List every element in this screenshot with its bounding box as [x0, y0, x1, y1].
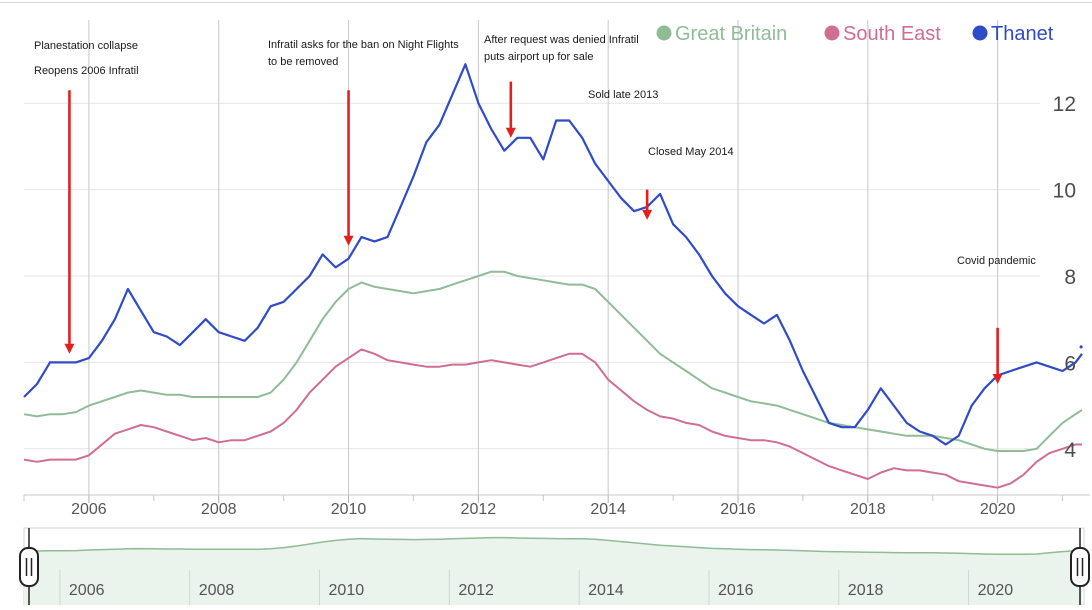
navigator-left-handle[interactable]	[19, 528, 39, 605]
series-line-south-east	[23, 348, 1082, 489]
y-tick-label: 12	[1053, 93, 1076, 116]
annotation-text: Closed May 2014	[648, 146, 734, 158]
annotation-text: to be removed	[268, 56, 338, 68]
x-tick-label: 2008	[201, 501, 237, 518]
navigator-handle-grip	[1070, 547, 1090, 587]
annotation-text: Covid pandemic	[957, 255, 1036, 267]
navigator-tick-label: 2006	[69, 582, 105, 599]
navigator-tick-label: 2012	[458, 582, 494, 599]
y-tick-label: 8	[1064, 266, 1076, 289]
annotation-arrow-head	[64, 343, 75, 354]
x-tick-label: 2012	[461, 501, 497, 518]
legend-label: Thanet	[991, 23, 1054, 45]
legend-label: Great Britain	[675, 23, 787, 45]
legend-label: South East	[843, 23, 941, 45]
navigator-tick-label: 2008	[199, 582, 235, 599]
navigator-tick-label: 2016	[718, 582, 754, 599]
x-tick-label: 2014	[590, 501, 626, 518]
y-tick-label: 4	[1064, 439, 1076, 462]
annotation-arrow-head	[642, 209, 653, 220]
x-tick-label: 2018	[850, 501, 886, 518]
navigator-series-area	[24, 537, 1082, 605]
grid-layer	[0, 5, 1092, 505]
legend-item-south-east[interactable]: South East	[824, 23, 942, 45]
annotation-text: After request was denied Infratil	[484, 34, 639, 46]
navigator-handle-grip	[19, 547, 39, 587]
navigator-series-line	[23, 536, 1083, 555]
y-tick-label: 10	[1053, 180, 1076, 203]
legend-item-great-britain[interactable]: Great Britain	[656, 23, 788, 45]
annotation-layer: Planestation collapse Reopens 2006 Infrat…	[34, 34, 1036, 384]
legend-item-thanet[interactable]: Thanet	[972, 23, 1054, 45]
annotation-arrow-head	[992, 374, 1003, 384]
annotation-arrow-head	[343, 235, 354, 246]
annotation-text: Planestation collapse	[34, 40, 138, 52]
x-tick-label: 2016	[720, 501, 756, 518]
legend-marker	[656, 25, 672, 41]
range-navigator[interactable]: 2006 2008 2010 2012 2014 2016 2018 2020	[19, 527, 1090, 606]
y-axis: 12 10 8 6 4 •	[1053, 93, 1084, 462]
navigator-tick-label: 2010	[329, 582, 365, 599]
series-line-thanet	[23, 63, 1083, 446]
legend-marker	[972, 25, 988, 41]
legend-marker	[824, 25, 840, 41]
annotation-text: Reopens 2006 Infratil	[34, 65, 139, 77]
navigator-tick-label: 2014	[588, 582, 624, 599]
navigator-tick-label: 2018	[848, 582, 884, 599]
top-rule	[0, 2, 1092, 3]
annotation-text: Infratil asks for the ban on Night Fligh…	[268, 39, 459, 51]
series-layer	[23, 63, 1083, 489]
x-tick-label: 2010	[331, 501, 367, 518]
x-tick-label: 2020	[980, 501, 1016, 518]
annotation-text: puts airport up for sale	[484, 51, 593, 63]
annotation-arrow-head	[505, 127, 516, 138]
series-line-great-britain	[23, 270, 1083, 452]
y-tick-marker: •	[1079, 340, 1083, 354]
annotation-text: Sold late 2013	[588, 89, 658, 101]
legend[interactable]: Great Britain South East Thanet	[656, 23, 1054, 45]
x-axis: 2006 2008 2010 2012 2014 2016 2018 2020	[23, 494, 1090, 518]
navigator-tick-label: 2020	[978, 582, 1014, 599]
y-tick-label: 6	[1064, 352, 1076, 375]
plot-background	[0, 5, 1092, 505]
x-tick-label: 2006	[71, 501, 107, 518]
navigator-right-handle[interactable]	[1070, 528, 1090, 605]
